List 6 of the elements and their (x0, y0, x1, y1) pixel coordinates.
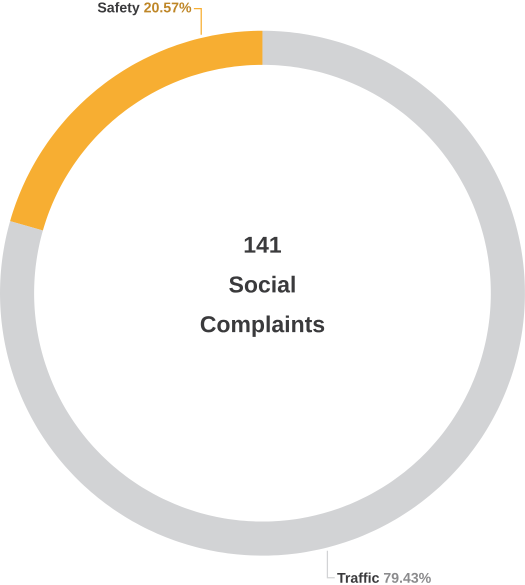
slice-label: Traffic (337, 572, 380, 583)
data-label: 20.57% (144, 2, 192, 12)
text: 141 (244, 236, 282, 253)
slice-label: Safety (98, 2, 140, 16)
text: Social Complaints (200, 276, 324, 337)
data-label: 79.43% (384, 572, 431, 583)
